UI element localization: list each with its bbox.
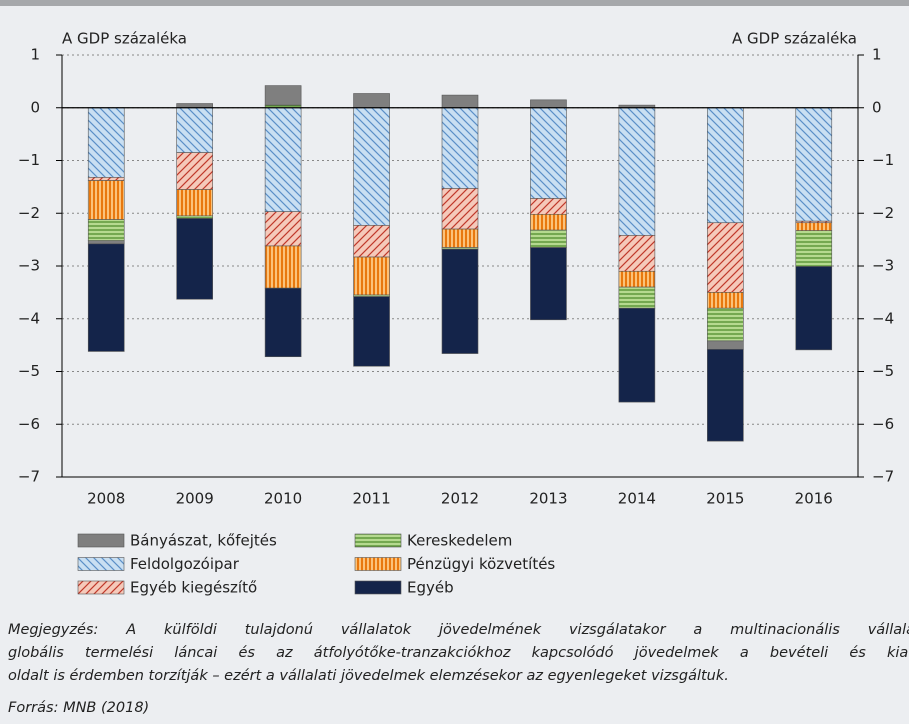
- bar-segment: [530, 229, 567, 248]
- y-tick-label: 1: [30, 46, 40, 64]
- bar-segment: [87, 107, 125, 178]
- bar-segment: [707, 307, 744, 342]
- bar-segment: [707, 349, 744, 442]
- bar-segment: [87, 219, 125, 241]
- chart: A GDP százaléka A GDP százaléka 1 0 −1 −2 −3…: [18, 30, 894, 597]
- legend-swatch: [77, 580, 125, 595]
- bar-segment: [353, 225, 390, 258]
- y-tick-label: −6: [18, 415, 40, 433]
- bar-segment: [707, 222, 744, 293]
- y2-tick-label: −1: [872, 151, 894, 169]
- bar-segment: [707, 292, 744, 309]
- x-tick-label: 2015: [706, 490, 744, 508]
- y2-tick-label: 1: [872, 46, 882, 64]
- bar-segment: [264, 287, 302, 358]
- bar-segment: [441, 228, 479, 248]
- bar-segment: [87, 177, 125, 181]
- bar-segment: [176, 152, 213, 190]
- x-tick-label: 2010: [264, 490, 302, 508]
- legend-label: Egyéb: [407, 579, 454, 597]
- bar-segment: [87, 180, 125, 220]
- bar-segment: [353, 107, 390, 226]
- bar-segment: [87, 243, 125, 352]
- bar-segment: [530, 214, 567, 231]
- bar-segment: [264, 85, 302, 106]
- bar-segment: [264, 211, 302, 247]
- legend-swatch: [77, 533, 125, 548]
- y-tick-label: −7: [18, 468, 40, 486]
- x-tick-label: 2008: [87, 490, 125, 508]
- y-tick-label: −3: [18, 257, 40, 275]
- bar-segment: [618, 107, 656, 236]
- bar-segment: [176, 215, 213, 219]
- bar-segment: [353, 93, 390, 109]
- y-tick-label: −1: [18, 151, 40, 169]
- bar-segment: [176, 218, 213, 300]
- bar-segment: [264, 245, 302, 289]
- y-tick-label: −5: [18, 362, 40, 380]
- legend-label: Feldolgozóipar: [130, 555, 240, 573]
- bar-segment: [618, 235, 656, 272]
- y2-tick-label: −3: [872, 257, 894, 275]
- bar-segment: [530, 198, 567, 215]
- y2-tick-label: −5: [872, 362, 894, 380]
- y-tick-label: −4: [18, 309, 40, 327]
- x-tick-label: 2016: [795, 490, 833, 508]
- y2-tick-label: 0: [872, 98, 882, 116]
- bar-segment: [530, 99, 567, 109]
- legend-label: Pénzügyi közvetítés: [407, 555, 555, 573]
- bar-segment: [176, 107, 213, 153]
- y2-tick-label: −2: [872, 204, 894, 222]
- bar-segment: [353, 296, 390, 367]
- note-line: Megjegyzés: A külföldi tulajdonú vállala…: [8, 622, 909, 638]
- x-tick-label: 2011: [352, 490, 390, 508]
- y-tick-label: −2: [18, 204, 40, 222]
- x-tick-label: 2013: [529, 490, 567, 508]
- bar-segment: [618, 286, 656, 309]
- y2-tick-label: −4: [872, 309, 894, 327]
- note-line: globális termelési láncai és az átfolyót…: [8, 645, 909, 661]
- x-tick-label: 2014: [618, 490, 656, 508]
- y-tick-label: 0: [30, 98, 40, 116]
- top-rule: [0, 0, 909, 6]
- y2-tick-label: −7: [872, 468, 894, 486]
- bar-segment: [618, 270, 656, 288]
- bar-segment: [795, 230, 833, 267]
- legend-swatch: [354, 533, 402, 548]
- bar-segment: [795, 222, 833, 231]
- bar-segment: [264, 107, 302, 212]
- bar-segment: [795, 266, 833, 351]
- bar-segment: [530, 107, 567, 199]
- bar-segment: [441, 94, 479, 109]
- bar-segment: [707, 107, 744, 224]
- bar-segment: [176, 103, 213, 109]
- legend-label: Egyéb kiegészítő: [130, 579, 257, 597]
- bar-segment: [441, 248, 479, 354]
- legend-label: Kereskedelem: [407, 532, 512, 550]
- y2-axis-label: A GDP százaléka: [732, 30, 857, 48]
- bar-segment: [87, 240, 125, 245]
- legend-label: Bányászat, kőfejtés: [130, 532, 277, 550]
- bar-segment: [795, 107, 833, 222]
- bar-segment: [530, 247, 567, 321]
- x-tick-label: 2012: [441, 490, 479, 508]
- bar-segment: [707, 340, 744, 350]
- y2-tick-label: −6: [872, 415, 894, 433]
- x-tick-label: 2009: [176, 490, 214, 508]
- note-line: oldalt is érdemben torzítják – ezért a v…: [8, 668, 729, 684]
- legend-swatch: [354, 580, 402, 595]
- bar-segment: [176, 189, 213, 217]
- bar-segment: [353, 256, 390, 296]
- source: Forrás: MNB (2018): [8, 700, 150, 716]
- y-axis-label: A GDP százaléka: [62, 30, 187, 48]
- bar-segment: [618, 307, 656, 403]
- bar-segment: [441, 107, 479, 189]
- legend-swatch: [77, 557, 125, 571]
- bar-segment: [441, 188, 479, 230]
- legend-swatch: [354, 557, 402, 571]
